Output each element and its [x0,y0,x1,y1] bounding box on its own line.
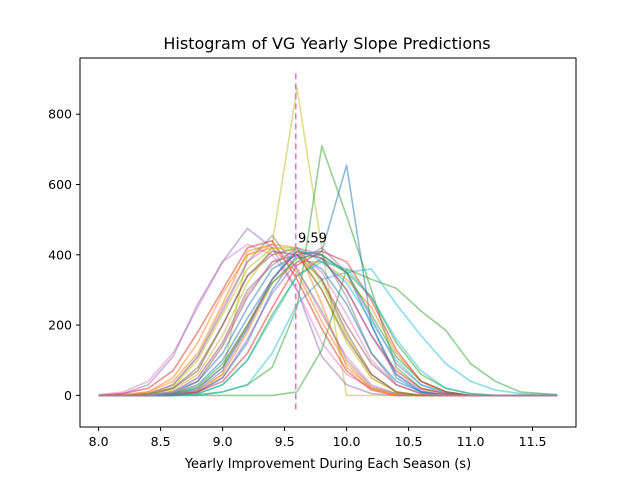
x-axis-label: Yearly Improvement During Each Season (s… [184,457,471,472]
y-tick-label: 400 [48,247,72,262]
series-line-2 [98,145,558,397]
x-tick-label: 10.5 [395,434,423,449]
y-tick-label: 200 [48,318,72,333]
x-tick-label: 9.5 [275,434,295,449]
y-axis-ticks: 0 200 400 600 800 [48,107,80,403]
chart-title: Histogram of VG Yearly Slope Predictions [163,34,490,53]
mean-layer: 9.59 [294,72,327,410]
x-tick-label: 8.5 [151,434,171,449]
x-axis-ticks: 8.0 8.5 9.0 9.5 10.0 10.5 11.0 11.5 [89,427,547,449]
y-tick-label: 600 [48,177,72,192]
x-tick-label: 10.0 [333,434,361,449]
plot-frame [79,57,577,428]
y-tick-label: 0 [64,388,72,403]
series-line-28 [98,260,558,397]
x-tick-label: 8.0 [89,434,109,449]
series-line-1 [98,87,558,397]
series-layer [98,87,558,397]
x-tick-label: 9.0 [213,434,233,449]
y-tick-label: 800 [48,107,72,122]
series-line-30 [98,250,558,397]
mean-annotation: 9.59 [298,232,327,247]
x-tick-label: 11.5 [519,434,547,449]
x-tick-label: 11.0 [457,434,485,449]
